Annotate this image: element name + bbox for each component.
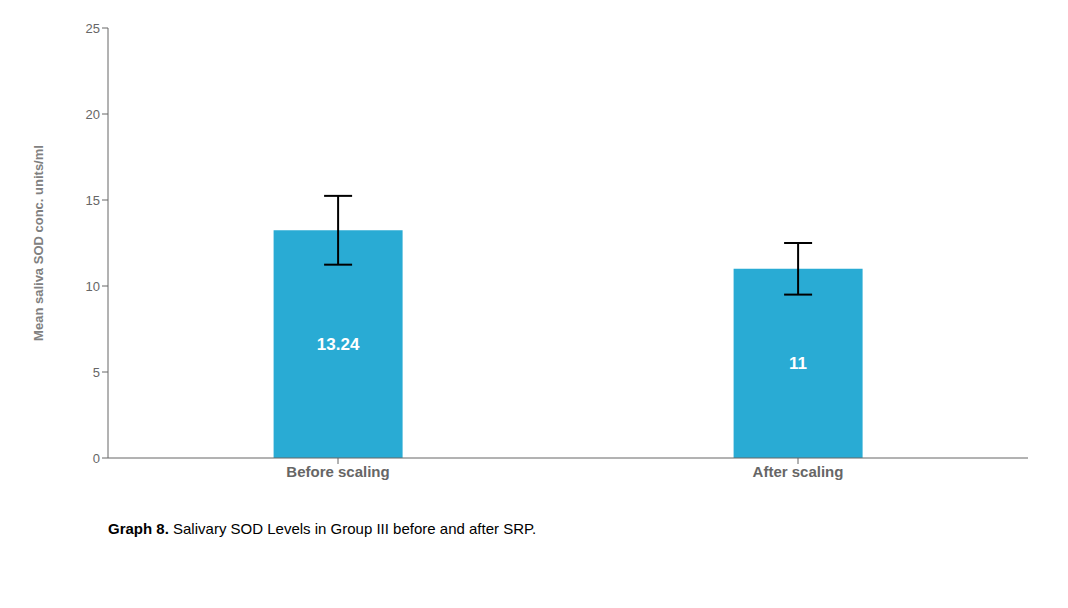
- svg-text:After scaling: After scaling: [753, 463, 844, 480]
- svg-text:11: 11: [789, 354, 807, 373]
- svg-text:20: 20: [86, 107, 100, 122]
- svg-text:Before scaling: Before scaling: [286, 463, 389, 480]
- svg-text:25: 25: [86, 21, 100, 36]
- svg-text:Mean saliva SOD conc. units/ml: Mean saliva SOD conc. units/ml: [31, 145, 46, 341]
- svg-text:0: 0: [93, 451, 100, 466]
- svg-text:5: 5: [93, 365, 100, 380]
- svg-text:10: 10: [86, 279, 100, 294]
- svg-text:13.24: 13.24: [317, 335, 360, 354]
- svg-text:15: 15: [86, 193, 100, 208]
- html-text:Graph 8. Salivary SOD Levels i: Graph 8. Salivary SOD Levels in Group II…: [108, 520, 537, 537]
